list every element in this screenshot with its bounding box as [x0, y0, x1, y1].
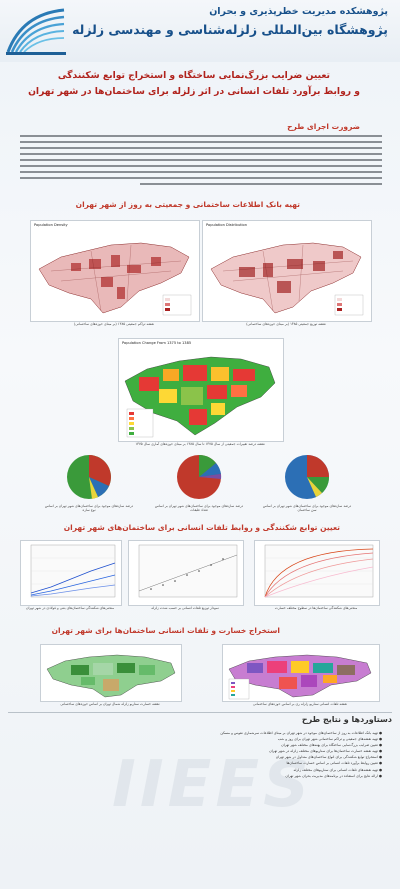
loss-caption-2: نقشه تلفات انسانی سناریو زلزله ری بر اسا…: [252, 702, 348, 706]
pie-building-age: [272, 452, 342, 502]
change-map-caption: نقشه درصد تغییرات جمعیتی از سال ۱۳۷۵ تا …: [135, 442, 265, 446]
pie-building-age-graphic: [285, 455, 329, 499]
section-necessity-heading: ضرورت اجرای طرح: [287, 122, 360, 131]
institute-logo-icon: [6, 8, 66, 55]
population-change-map: Population Change From 1375 to 1385: [118, 338, 284, 442]
results-item: ● استخراج توابع شکنندگی برای انواع ساختم…: [275, 755, 382, 760]
institute-name-line1: پژوهشکده مدیریت خطرپذیری و بحران: [209, 6, 388, 17]
pie-caption-2: درصد سازه‌های موجود برای ساختمان‌های شهر…: [154, 504, 244, 513]
fragility-chart-1: [20, 540, 122, 606]
results-list: ● تهیه بانک اطلاعات به روز از ساختمان‌ها…: [20, 730, 382, 779]
damage-scenario-map-graphic: [46, 654, 176, 698]
fragility-chart-3: [254, 540, 380, 606]
necessity-paragraph: [20, 134, 382, 186]
distribution-map-graphic: [210, 242, 364, 316]
results-item: ● تعیین روابط برآورد تلفات انسانی بر اسا…: [286, 761, 382, 766]
results-item: ● تهیه نقشه خسارت ساختمان‌ها برای سناریو…: [269, 749, 382, 754]
pie-caption-1: درصد سازه‌های موجود برای ساختمان‌های شهر…: [44, 504, 134, 513]
population-distribution-map: Population Distribution: [202, 220, 372, 322]
results-item: ● تهیه بانک اطلاعات به روز از ساختمان‌ها…: [220, 731, 382, 735]
pie-structure-type: [54, 452, 124, 502]
results-item: ● تعیین ضرایب بزرگ‌نمایی ساختگاه برای په…: [281, 743, 382, 748]
section-databank-heading: تهیه بانک اطلاعات ساختمانی و جمعیتی به ر…: [75, 200, 300, 209]
paragraph-text-lines: [20, 135, 382, 185]
damage-scenario-map: [40, 644, 182, 702]
casualty-scenario-map-graphic: [228, 654, 372, 700]
fragility-chart-3-graphic: [264, 544, 374, 598]
fragility-chart-2: [128, 540, 244, 606]
loss-caption-1: نقشه خسارت سناریو زلزله شمال تهران بر اس…: [60, 702, 160, 706]
poster-title-line1: تعیین ضرایب بزرگ‌نمایی ساختگاه و استخراج…: [57, 70, 330, 81]
section-results-heading: دستاوردها و نتایج طرح: [301, 715, 392, 724]
density-map-caption: نقشه تراکم جمعیتی ۱۳۸۵ (بر مبنای حوزه‌ها…: [73, 322, 155, 326]
fragility-caption-1: منحنی‌های شکنندگی ساختمان‌های بتنی و فول…: [25, 606, 115, 610]
pie-caption-3: درصد سازه‌های موجود برای ساختمان‌های شهر…: [262, 504, 352, 513]
section-fragility-heading: تعیین توابع شکنندگی و روابط تلفات انسانی…: [63, 523, 340, 532]
change-map-graphic: [124, 356, 276, 438]
results-top-divider: [8, 712, 392, 713]
section-losses-heading: استخراج خسارت و تلفات انسانی ساختمان‌ها …: [51, 626, 280, 635]
header: پژوهشکده مدیریت خطرپذیری و بحران پژوهشگا…: [0, 0, 400, 62]
fragility-caption-3: منحنی‌های شکنندگی ساختمان‌ها در سطوح مخت…: [274, 606, 358, 610]
casualty-scenario-map: [222, 644, 380, 702]
institute-name-line2: پژوهشگاه بین‌المللی زلزله‌شناسی و مهندسی…: [72, 22, 388, 37]
pie-structure-type-graphic: [67, 455, 111, 499]
pie-number-of-stories-graphic: [177, 454, 222, 499]
pie-number-of-stories: [164, 452, 234, 502]
results-item: ● ارائه نتایج برای استفاده در برنامه‌های…: [285, 773, 382, 778]
results-item: ● تهیه نقشه‌های تلفات انسانی برای سناریو…: [293, 767, 382, 772]
population-change-map-label: Population Change From 1375 to 1385: [122, 341, 192, 345]
fragility-chart-2-graphic: [138, 544, 238, 598]
population-distribution-map-label: Population Distribution: [206, 223, 247, 227]
institute-watermark: IIEES: [112, 748, 314, 822]
results-item: ● تهیه نقشه‌های جمعیتی و تراکم ساختمانی …: [277, 737, 382, 742]
density-map-graphic: [38, 242, 192, 316]
distribution-map-caption: نقشه توزیع جمعیتی ۱۳۸۵ (بر مبنای حوزه‌ها…: [246, 322, 326, 326]
poster-title-line2: و روابط برآورد تلفات انسانی در اثر زلزله…: [28, 86, 360, 97]
population-density-map-label: Population Density: [34, 223, 68, 227]
fragility-chart-1-graphic: [30, 544, 116, 598]
population-density-map: Population Density: [30, 220, 200, 322]
fragility-caption-2: نمودار توزیع تلفات انسانی بر حسب شدت زلز…: [151, 606, 219, 610]
